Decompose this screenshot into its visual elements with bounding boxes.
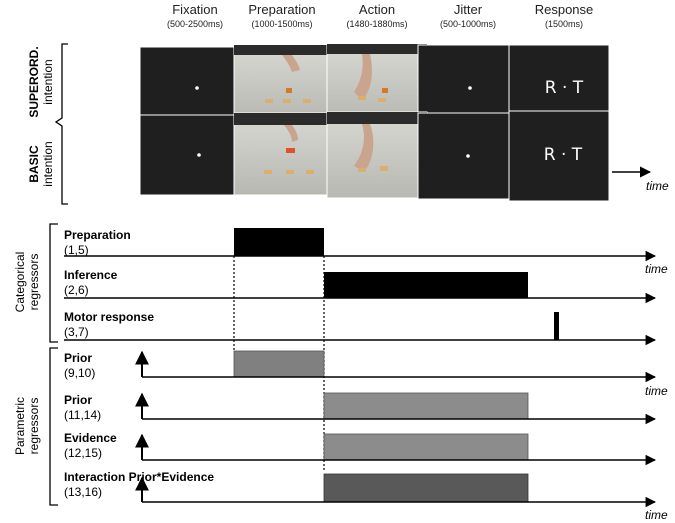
evidence-box: [323, 433, 529, 461]
svg-text:Parametric: Parametric: [13, 397, 27, 455]
screen-row-basic: R · T: [139, 110, 610, 202]
svg-text:Prior: Prior: [64, 393, 92, 407]
svg-text:(12,15): (12,15): [64, 446, 102, 460]
phase-header-fixation: Fixation (500-2500ms): [167, 2, 223, 29]
phase-header-preparation: Preparation (1000-1500ms): [248, 2, 315, 29]
time-label-screens: time: [646, 179, 669, 193]
svg-text:regressors: regressors: [27, 254, 41, 311]
superordinate-label: SUPERORD. intention: [27, 46, 55, 117]
regressor-evidence: Evidence (12,15): [64, 431, 657, 466]
svg-text:(11,14): (11,14): [64, 408, 101, 422]
screen-fixation: [139, 46, 241, 120]
svg-text:(2,6): (2,6): [64, 283, 89, 297]
svg-text:Motor response: Motor response: [64, 310, 154, 324]
superordinate-bracket: [54, 43, 68, 205]
svg-text:Prior: Prior: [64, 351, 92, 365]
screen-row-superordinate: R · T: [139, 43, 610, 121]
svg-text:(1,5): (1,5): [64, 243, 89, 257]
categorical-label: Categorical regressors: [13, 252, 41, 313]
svg-text:R · T: R · T: [545, 78, 584, 98]
prior-action-box: [323, 392, 529, 420]
svg-text:(1000-1500ms): (1000-1500ms): [251, 19, 312, 29]
svg-text:(1500ms): (1500ms): [545, 19, 583, 29]
svg-text:Preparation: Preparation: [248, 2, 315, 17]
svg-text:(500-2500ms): (500-2500ms): [167, 19, 223, 29]
svg-text:Fixation: Fixation: [172, 2, 218, 17]
svg-text:(3,7): (3,7): [64, 325, 89, 339]
svg-text:Response: Response: [535, 2, 594, 17]
svg-text:SUPERORD.: SUPERORD.: [27, 46, 41, 117]
preparation-box: [234, 228, 324, 256]
prior-prep-box: [233, 350, 325, 378]
basic-label: BASIC intention: [27, 141, 55, 186]
phase-header-jitter: Jitter (500-1000ms): [440, 2, 496, 29]
screen-response: [508, 44, 610, 120]
svg-text:Interaction Prior*Evidence: Interaction Prior*Evidence: [64, 470, 214, 484]
parametric-bracket: [49, 347, 58, 506]
screen-action: [326, 43, 428, 121]
svg-text:Categorical: Categorical: [13, 252, 27, 313]
regressor-prior-action: Prior (11,14): [64, 392, 657, 425]
svg-text:Inference: Inference: [64, 268, 118, 282]
screen-jitter: [417, 44, 519, 120]
regressor-inference: Inference (2,6): [64, 268, 657, 304]
phase-header-action: Action (1480-1880ms): [346, 2, 407, 29]
phase-header-response: Response (1500ms): [535, 2, 594, 29]
regressor-interaction: Interaction Prior*Evidence (13,16) time: [64, 470, 668, 522]
svg-text:time: time: [645, 384, 668, 398]
regressor-motor-response: Motor response (3,7): [64, 310, 657, 346]
svg-text:R · T: R · T: [544, 145, 583, 165]
svg-text:Evidence: Evidence: [64, 431, 117, 445]
svg-text:regressors: regressors: [27, 398, 41, 455]
parametric-label: Parametric regressors: [13, 397, 41, 455]
svg-text:time: time: [645, 508, 668, 522]
regressor-preparation: Preparation (1,5) time: [64, 228, 668, 276]
svg-text:time: time: [645, 262, 668, 276]
regressor-prior-prep: Prior (9,10) time: [64, 350, 668, 398]
svg-text:intention: intention: [41, 59, 55, 104]
svg-text:(9,10): (9,10): [64, 366, 95, 380]
svg-text:(1480-1880ms): (1480-1880ms): [346, 19, 407, 29]
interaction-box: [323, 473, 529, 503]
svg-text:Preparation: Preparation: [64, 228, 131, 242]
motor-response-box: [554, 312, 559, 340]
svg-text:intention: intention: [41, 141, 55, 186]
inference-box: [324, 272, 528, 298]
categorical-bracket: [49, 223, 58, 343]
svg-text:(500-1000ms): (500-1000ms): [440, 19, 496, 29]
svg-text:Action: Action: [359, 2, 395, 17]
svg-text:(13,16): (13,16): [64, 485, 102, 499]
svg-text:Jitter: Jitter: [454, 2, 483, 17]
svg-text:BASIC: BASIC: [27, 145, 41, 183]
